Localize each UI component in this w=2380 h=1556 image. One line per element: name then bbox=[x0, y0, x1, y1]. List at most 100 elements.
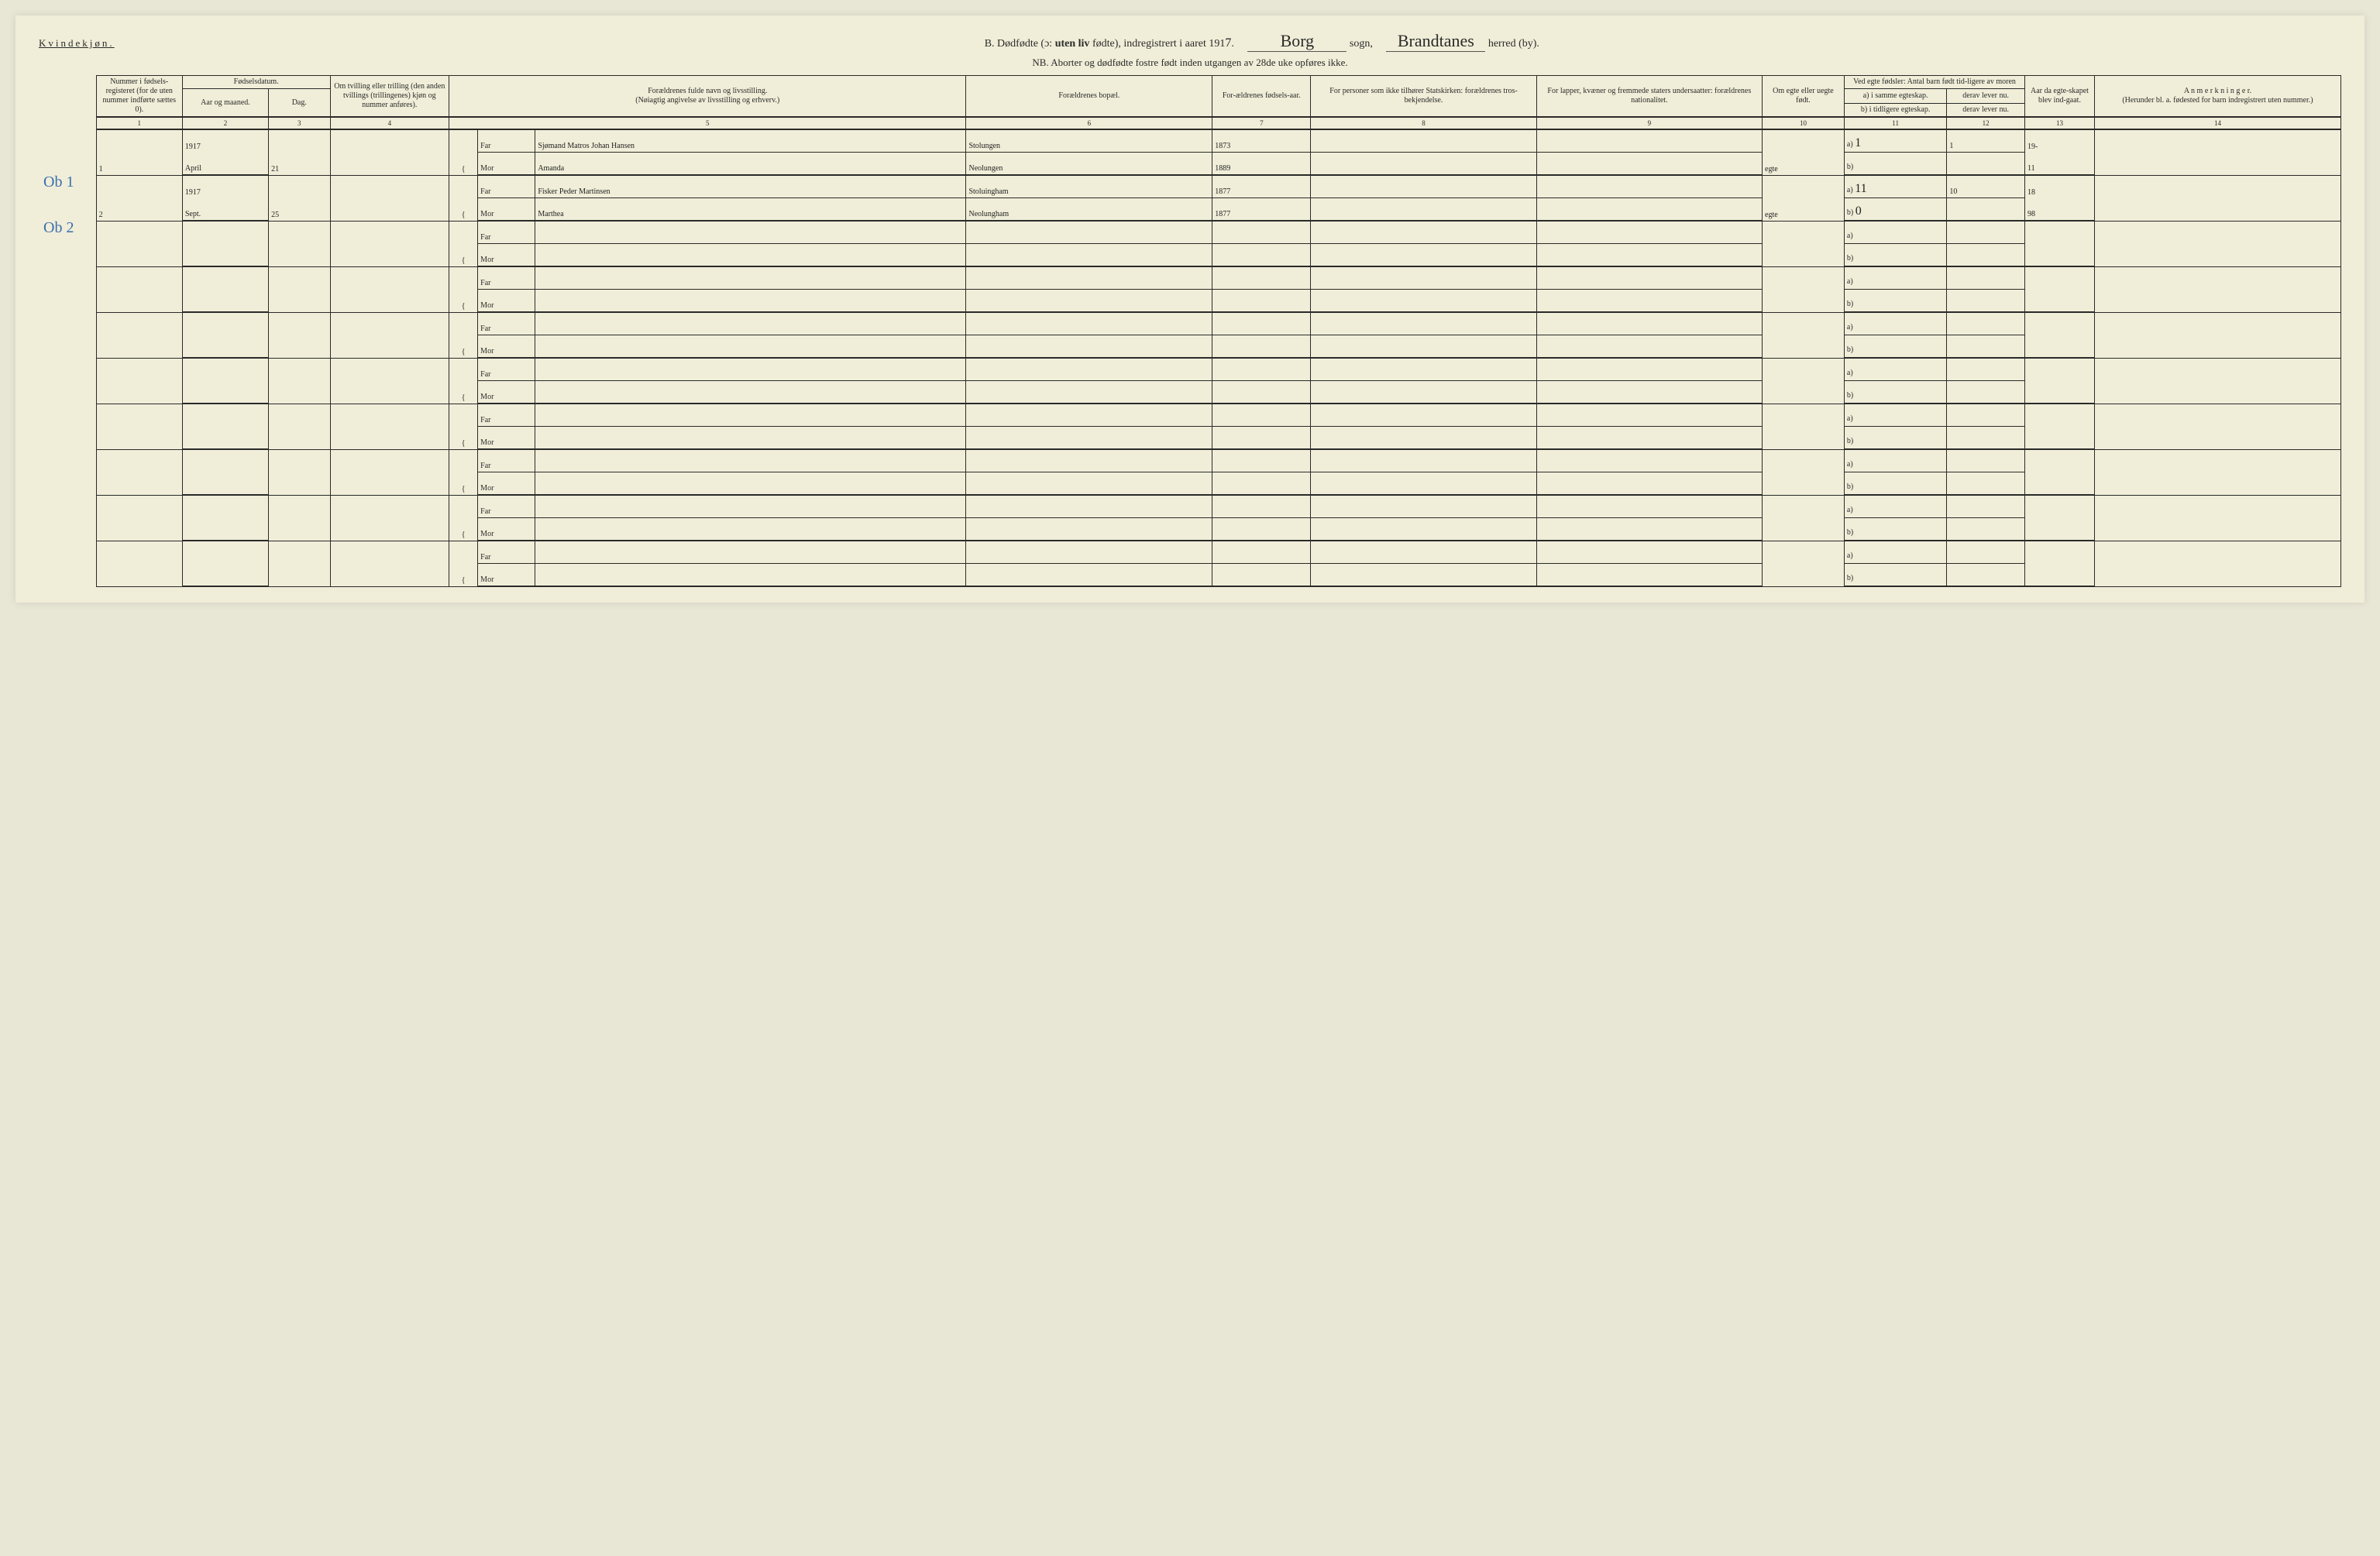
far-nat bbox=[1536, 358, 1762, 381]
mor-label: Mor bbox=[478, 290, 535, 313]
far-name bbox=[535, 495, 966, 518]
aar-egt: 18 bbox=[2024, 175, 2094, 198]
header-row: Kvindekjøn. B. Dødfødte (ɔ: uten liv fød… bbox=[39, 31, 2341, 52]
far-aar bbox=[1212, 312, 1311, 335]
b-lever bbox=[1947, 153, 2025, 176]
aar-egt2 bbox=[2024, 244, 2094, 267]
b-lever bbox=[1947, 198, 2025, 222]
far-nat bbox=[1536, 541, 1762, 564]
b-cell: b) bbox=[1844, 290, 1946, 313]
entry-twin bbox=[330, 175, 449, 221]
entry-number bbox=[96, 541, 182, 586]
mor-label: Mor bbox=[478, 518, 535, 541]
aar-egt2 bbox=[2024, 335, 2094, 359]
far-name bbox=[535, 449, 966, 472]
mor-nat bbox=[1536, 518, 1762, 541]
a-cell: a) bbox=[1844, 221, 1946, 244]
entry-far-row: { Far a) bbox=[39, 404, 2341, 427]
col-2b: Dag. bbox=[269, 89, 330, 118]
mor-bopael: Neolungen bbox=[966, 153, 1212, 176]
entry-year bbox=[182, 221, 268, 244]
far-label: Far bbox=[478, 175, 535, 198]
far-label: Far bbox=[478, 358, 535, 381]
ledger-page: Kvindekjøn. B. Dødfødte (ɔ: uten liv fød… bbox=[15, 15, 2365, 603]
far-label: Far bbox=[478, 129, 535, 153]
anm bbox=[2094, 358, 2340, 404]
entry-far-row: { Far a) bbox=[39, 312, 2341, 335]
entry-month bbox=[182, 427, 268, 450]
entry-number bbox=[96, 404, 182, 449]
col-2a: Aar og maaned. bbox=[182, 89, 268, 118]
mor-aar bbox=[1212, 244, 1311, 267]
anm bbox=[2094, 129, 2340, 175]
aar-egt2 bbox=[2024, 518, 2094, 541]
mor-nat bbox=[1536, 472, 1762, 496]
col-11b: b) i tidligere egteskap. bbox=[1844, 104, 1946, 118]
entry-month bbox=[182, 335, 268, 359]
entry-day bbox=[269, 541, 330, 586]
mor-label: Mor bbox=[478, 564, 535, 587]
egte bbox=[1763, 449, 1845, 495]
far-nat bbox=[1536, 312, 1762, 335]
far-bopael bbox=[966, 358, 1212, 381]
far-nat bbox=[1536, 266, 1762, 290]
far-tros bbox=[1311, 221, 1536, 244]
far-name bbox=[535, 312, 966, 335]
a-cell: a) bbox=[1844, 266, 1946, 290]
entry-twin bbox=[330, 358, 449, 404]
far-name: Sjømand Matros Johan Hansen bbox=[535, 129, 966, 153]
far-name: Fisker Peder Martinsen bbox=[535, 175, 966, 198]
entry-number bbox=[96, 449, 182, 495]
far-aar bbox=[1212, 358, 1311, 381]
aar-egt2: 11 bbox=[2024, 153, 2094, 176]
brace-left: { bbox=[449, 129, 478, 175]
a-lever bbox=[1947, 266, 2025, 290]
brace-left: { bbox=[449, 541, 478, 586]
mor-tros bbox=[1311, 518, 1536, 541]
far-bopael bbox=[966, 221, 1212, 244]
mor-bopael bbox=[966, 244, 1212, 267]
far-tros bbox=[1311, 312, 1536, 335]
entry-far-row: { Far a) bbox=[39, 541, 2341, 564]
far-label: Far bbox=[478, 221, 535, 244]
entry-number bbox=[96, 221, 182, 266]
mor-name bbox=[535, 472, 966, 496]
far-tros bbox=[1311, 449, 1536, 472]
far-label: Far bbox=[478, 266, 535, 290]
a-lever: 1 bbox=[1947, 129, 2025, 153]
b-lever bbox=[1947, 427, 2025, 450]
far-label: Far bbox=[478, 312, 535, 335]
aar-egt2 bbox=[2024, 381, 2094, 404]
far-aar bbox=[1212, 266, 1311, 290]
far-aar bbox=[1212, 541, 1311, 564]
far-nat bbox=[1536, 221, 1762, 244]
far-name bbox=[535, 404, 966, 427]
entry-twin bbox=[330, 495, 449, 541]
aar-egt bbox=[2024, 312, 2094, 335]
egte bbox=[1763, 312, 1845, 358]
entry-number: 2 bbox=[96, 175, 182, 221]
mor-name bbox=[535, 427, 966, 450]
col-1: Nummer i fødsels-registeret (for de uten… bbox=[96, 76, 182, 118]
far-aar: 1873 bbox=[1212, 129, 1311, 153]
entry-year bbox=[182, 312, 268, 335]
mor-bopael bbox=[966, 381, 1212, 404]
brace-left: { bbox=[449, 404, 478, 449]
entry-day bbox=[269, 495, 330, 541]
ledger-table: Nummer i fødsels-registeret (for de uten… bbox=[39, 75, 2341, 587]
col-4: Om tvilling eller trilling (den anden tv… bbox=[330, 76, 449, 118]
mor-tros bbox=[1311, 564, 1536, 587]
entry-day bbox=[269, 449, 330, 495]
b-cell: b) bbox=[1844, 564, 1946, 587]
far-bopael: Stoluingham bbox=[966, 175, 1212, 198]
entry-far-row: { Far a) bbox=[39, 449, 2341, 472]
b-cell: b) 0 bbox=[1844, 198, 1946, 222]
mor-aar bbox=[1212, 564, 1311, 587]
entry-day bbox=[269, 404, 330, 449]
col-11a: a) i samme egteskap. bbox=[1844, 89, 1946, 104]
sogn-hand: Borg bbox=[1247, 31, 1346, 52]
margin-note bbox=[39, 221, 96, 266]
b-lever bbox=[1947, 244, 2025, 267]
entry-far-row: Ob 1 1 1917 21 { Far Sjømand Matros Joha… bbox=[39, 129, 2341, 153]
egte bbox=[1763, 266, 1845, 312]
